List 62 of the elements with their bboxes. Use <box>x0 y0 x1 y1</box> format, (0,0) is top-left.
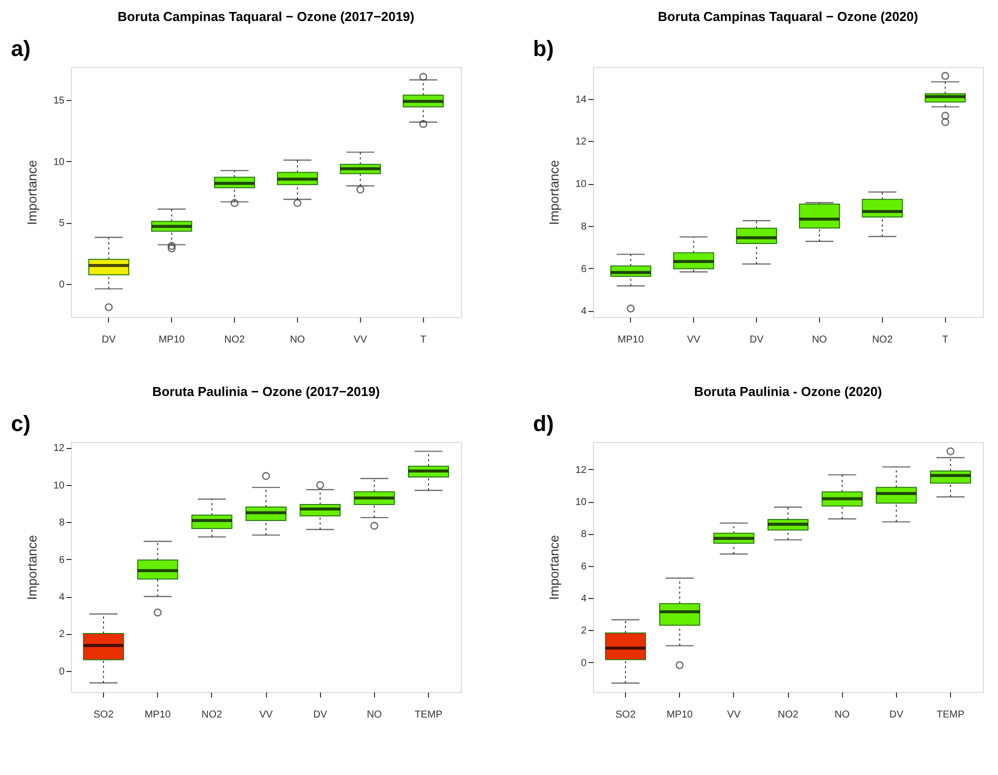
x-tick-label: DV <box>889 710 904 720</box>
y-tick-label: 10 <box>575 497 587 508</box>
x-tick-label: VV <box>686 334 701 346</box>
x-tick-label: MP10 <box>158 334 186 346</box>
x-tick-label: NO2 <box>872 334 894 346</box>
y-tick-label: 4 <box>58 592 65 604</box>
x-tick-label: NO <box>366 710 382 720</box>
y-tick-label: 12 <box>53 443 65 454</box>
y-tick-label: 4 <box>580 594 587 605</box>
x-tick-label: SO2 <box>615 710 636 720</box>
y-tick-label: 6 <box>580 561 587 572</box>
x-tick-label: NO2 <box>224 334 246 346</box>
chart-title: Boruta Campinas Taquaral − Ozone (2020) <box>658 9 918 24</box>
x-tick-label: DV <box>750 334 764 346</box>
y-tick-label: 10 <box>575 179 587 190</box>
y-tick-label: 2 <box>58 629 65 640</box>
text: b) <box>533 36 554 61</box>
x-tick-label: NO2 <box>202 710 223 720</box>
y-tick-label: 10 <box>53 480 65 492</box>
x-tick-label: MP10 <box>618 334 644 346</box>
y-axis-title: Importance <box>24 160 40 226</box>
x-tick-label: VV <box>354 334 368 346</box>
x-tick-label: NO <box>812 334 828 346</box>
y-tick-label: 0 <box>58 279 65 290</box>
text: c) <box>11 411 31 436</box>
x-tick-label: TEMP <box>414 710 443 720</box>
y-tick-label: 14 <box>575 94 587 106</box>
y-tick-label: 4 <box>580 306 587 318</box>
x-tick-label: VV <box>727 710 741 720</box>
y-axis-title: Importance <box>546 160 562 226</box>
y-tick-label: 10 <box>53 156 65 168</box>
y-tick-label: 2 <box>580 626 587 637</box>
x-tick-label: DV <box>102 334 116 346</box>
y-tick-label: 12 <box>575 136 587 148</box>
y-axis-title: Importance <box>546 534 562 600</box>
x-tick-label: T <box>942 334 948 346</box>
x-tick-label: DV <box>313 710 328 720</box>
y-tick-label: 0 <box>58 666 65 678</box>
y-tick-label: 8 <box>58 518 65 529</box>
text: a) <box>11 36 31 61</box>
text: d) <box>533 411 554 436</box>
y-tick-label: 0 <box>580 658 587 669</box>
chart-title: Boruta Paulinia − Ozone (2017−2019) <box>152 384 380 399</box>
x-tick-label: T <box>420 334 426 346</box>
chart-title: Boruta Campinas Taquaral − Ozone (2017−2019) <box>118 9 414 24</box>
y-axis-title: Importance <box>24 534 40 600</box>
x-tick-label: NO <box>290 334 306 346</box>
x-tick-label: NO <box>834 710 850 720</box>
x-tick-label: SO2 <box>93 710 114 720</box>
x-tick-label: NO2 <box>778 710 799 720</box>
y-tick-label: 5 <box>58 218 65 230</box>
chart-title: Boruta Paulinia - Ozone (2020) <box>694 384 882 399</box>
x-tick-label: TEMP <box>936 710 965 720</box>
y-tick-label: 8 <box>580 529 587 540</box>
y-tick-label: 15 <box>53 96 65 107</box>
y-tick-label: 8 <box>580 221 587 232</box>
y-tick-label: 6 <box>580 264 587 275</box>
x-tick-label: MP10 <box>144 710 172 720</box>
y-tick-label: 6 <box>58 554 65 566</box>
x-tick-label: VV <box>259 710 273 720</box>
y-tick-label: 12 <box>575 464 587 476</box>
x-tick-label: MP10 <box>666 710 694 720</box>
